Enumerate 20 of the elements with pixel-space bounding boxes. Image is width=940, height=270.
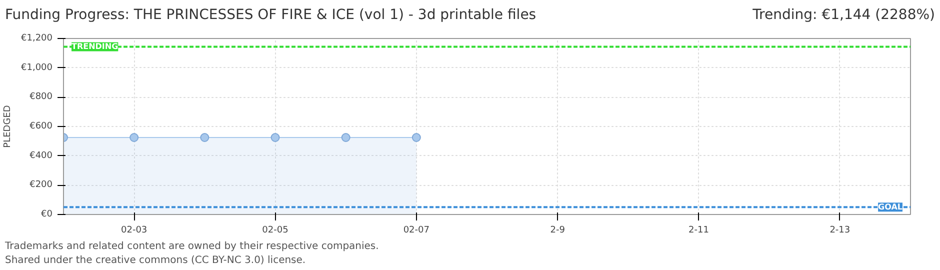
x-tick-label: 2-11 (688, 226, 709, 236)
text: Shared under the creative commons (CC BY-NC 3.0) license. (5, 255, 306, 266)
y-tick-label: €1,200 (21, 34, 53, 44)
x-tick-label: 2-13 (830, 226, 850, 236)
y-tick-label: €0 (41, 210, 53, 220)
x-tick-label: 02-03 (121, 226, 148, 236)
y-tick-label: €600 (30, 122, 53, 132)
y-tick-label: €800 (30, 92, 53, 102)
x-tick-label: 02-07 (403, 226, 430, 236)
y-tick-label: €200 (30, 180, 53, 190)
x-tick-label: 02-05 (262, 226, 288, 236)
y-tick-label: €1,000 (21, 62, 53, 73)
x-tick-label: 2-9 (550, 226, 566, 236)
ref-line-label: GOAL (878, 202, 903, 212)
ref-line-label: TRENDING (72, 42, 118, 52)
chart-title: Funding Progress: THE PRINCESSES OF FIRE & ICE (vol 1) - 3d printable files (5, 6, 536, 25)
chart-subtitle: Trending: €1,144 (2288%) (752, 6, 935, 25)
text: Trademarks and related content are owned by their respective companies. (5, 241, 379, 252)
y-axis-title: PLEDGED (3, 105, 14, 148)
y-tick-label: €400 (30, 150, 53, 161)
